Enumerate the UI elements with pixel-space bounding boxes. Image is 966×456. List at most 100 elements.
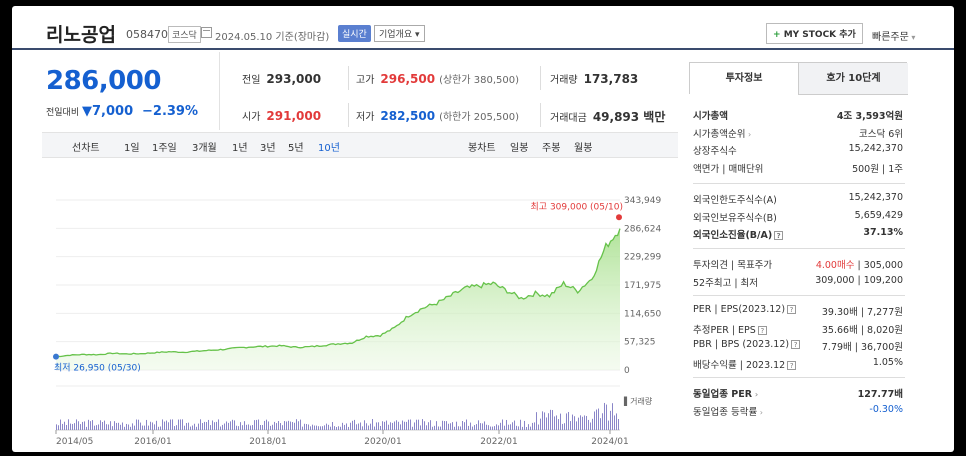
realtime-button[interactable]: 실시간 xyxy=(338,25,371,42)
volume-bar xyxy=(208,419,209,430)
volume-bar xyxy=(234,420,235,430)
volume-bar xyxy=(398,421,399,430)
volume-bar xyxy=(354,419,355,430)
section-divider xyxy=(693,183,905,184)
volume-bar xyxy=(510,424,511,430)
volume-bar xyxy=(300,419,301,430)
tab-1w[interactable]: 1주일 xyxy=(152,143,177,154)
volume-bar xyxy=(376,422,377,430)
volume-bar xyxy=(178,419,179,430)
tab-5y[interactable]: 5년 xyxy=(288,143,304,154)
volume-bar xyxy=(168,422,169,430)
volume-bar xyxy=(326,423,327,430)
volume-bar xyxy=(438,426,439,430)
tab-3y[interactable]: 3년 xyxy=(260,143,276,154)
volume-bar xyxy=(364,420,365,430)
volume-bar xyxy=(222,424,223,430)
volume-bar xyxy=(154,424,155,430)
volume-bar xyxy=(220,426,221,430)
volume-bar xyxy=(350,422,351,430)
volume-bar xyxy=(76,419,77,430)
high-label: 최고 309,000 (05/10) xyxy=(531,201,623,212)
volume-bar xyxy=(62,423,63,430)
section-divider xyxy=(693,377,905,378)
info-label: 동일업종 등락률 › xyxy=(693,406,763,418)
volume-bar xyxy=(260,425,261,430)
volume-bar xyxy=(532,422,533,430)
volume-bar xyxy=(586,415,587,430)
tab-daily[interactable]: 일봉 xyxy=(510,143,529,154)
company-info-dropdown[interactable]: 기업개요 ▾ xyxy=(374,25,425,42)
volume-bar xyxy=(216,421,217,430)
volume-bar xyxy=(254,420,255,430)
quote-amount: 거래대금 49,893 백만 xyxy=(550,110,666,124)
info-tabs: 투자정보 호가 10단계 xyxy=(689,62,908,95)
tab-1y[interactable]: 1년 xyxy=(232,143,248,154)
tab-10y[interactable]: 10년 xyxy=(318,143,340,154)
volume-bar xyxy=(492,426,493,430)
volume-bar xyxy=(582,416,583,430)
volume-bar xyxy=(116,422,117,430)
low-marker xyxy=(53,353,59,360)
volume-bar xyxy=(342,422,343,430)
volume-bar xyxy=(298,421,299,430)
add-mystock-button[interactable]: + MY STOCK 추가 xyxy=(766,23,863,44)
volume-bar xyxy=(150,421,151,430)
volume-bar xyxy=(570,421,571,430)
volume-bar xyxy=(202,423,203,430)
info-row: 추정PER | EPS? 35.66배 | 8,020원 xyxy=(693,320,905,337)
price-chart[interactable]: 343,949 286,624 229,299 171,975 114,650 57,32… xyxy=(42,158,678,452)
volume-bar xyxy=(336,426,337,430)
volume-bar xyxy=(400,424,401,430)
tab-monthly[interactable]: 월봉 xyxy=(574,143,593,154)
quote-low: 저가 282,500 (하한가 205,500) xyxy=(356,109,519,123)
chevron-right-icon[interactable]: › xyxy=(752,390,759,399)
volume-bar xyxy=(552,410,553,430)
volume-bar xyxy=(576,421,577,430)
chevron-right-icon[interactable]: › xyxy=(745,129,752,139)
info-label: 동일업종 PER › xyxy=(693,389,759,400)
help-icon[interactable]: ? xyxy=(774,231,784,240)
volume-bar xyxy=(164,421,165,430)
info-value: 309,000 | 109,200 xyxy=(815,274,903,286)
volume-bar xyxy=(410,419,411,430)
volume-bar xyxy=(476,424,477,430)
help-icon[interactable]: ? xyxy=(787,305,797,314)
volume-bar xyxy=(92,420,93,430)
tab-invest-info[interactable]: 투자정보 xyxy=(690,63,799,95)
volume-bar xyxy=(386,420,387,430)
volume-bar xyxy=(604,402,605,430)
low-label: 최저 26,950 (05/30) xyxy=(54,363,141,374)
volume-bar xyxy=(134,425,135,430)
volume-bar xyxy=(500,422,501,430)
volume-bar xyxy=(68,419,69,430)
volume-bar xyxy=(124,426,125,430)
volume-bar xyxy=(274,421,275,430)
help-icon[interactable]: ? xyxy=(791,340,801,349)
volume-bar xyxy=(420,425,421,430)
help-icon[interactable]: ? xyxy=(757,325,767,335)
volume-bar xyxy=(56,424,57,430)
info-label: 배당수익률 | 2023.12? xyxy=(693,357,797,371)
volume-bar xyxy=(618,419,619,430)
help-icon[interactable]: ? xyxy=(787,360,797,370)
y-tick-label: 0 xyxy=(624,366,630,376)
section-divider xyxy=(693,295,905,296)
tab-orderbook[interactable]: 호가 10단계 xyxy=(799,63,908,95)
tab-1d[interactable]: 1일 xyxy=(124,143,140,154)
volume-bar xyxy=(578,417,579,430)
volume-bar xyxy=(324,425,325,430)
tab-weekly[interactable]: 주봉 xyxy=(542,143,561,154)
volume-bar xyxy=(344,424,345,430)
volume-bar xyxy=(278,421,279,430)
volume-bar xyxy=(162,419,163,430)
quick-order-link[interactable]: 빠른주문 ▾ xyxy=(872,32,916,43)
volume-bar xyxy=(296,419,297,430)
volume-bar xyxy=(340,426,341,430)
chevron-right-icon[interactable]: › xyxy=(757,407,763,417)
volume-bar xyxy=(446,421,447,430)
volume-bar xyxy=(392,422,393,430)
volume-bar xyxy=(218,419,219,430)
volume-bar xyxy=(212,420,213,430)
tab-3m[interactable]: 3개월 xyxy=(192,143,217,154)
